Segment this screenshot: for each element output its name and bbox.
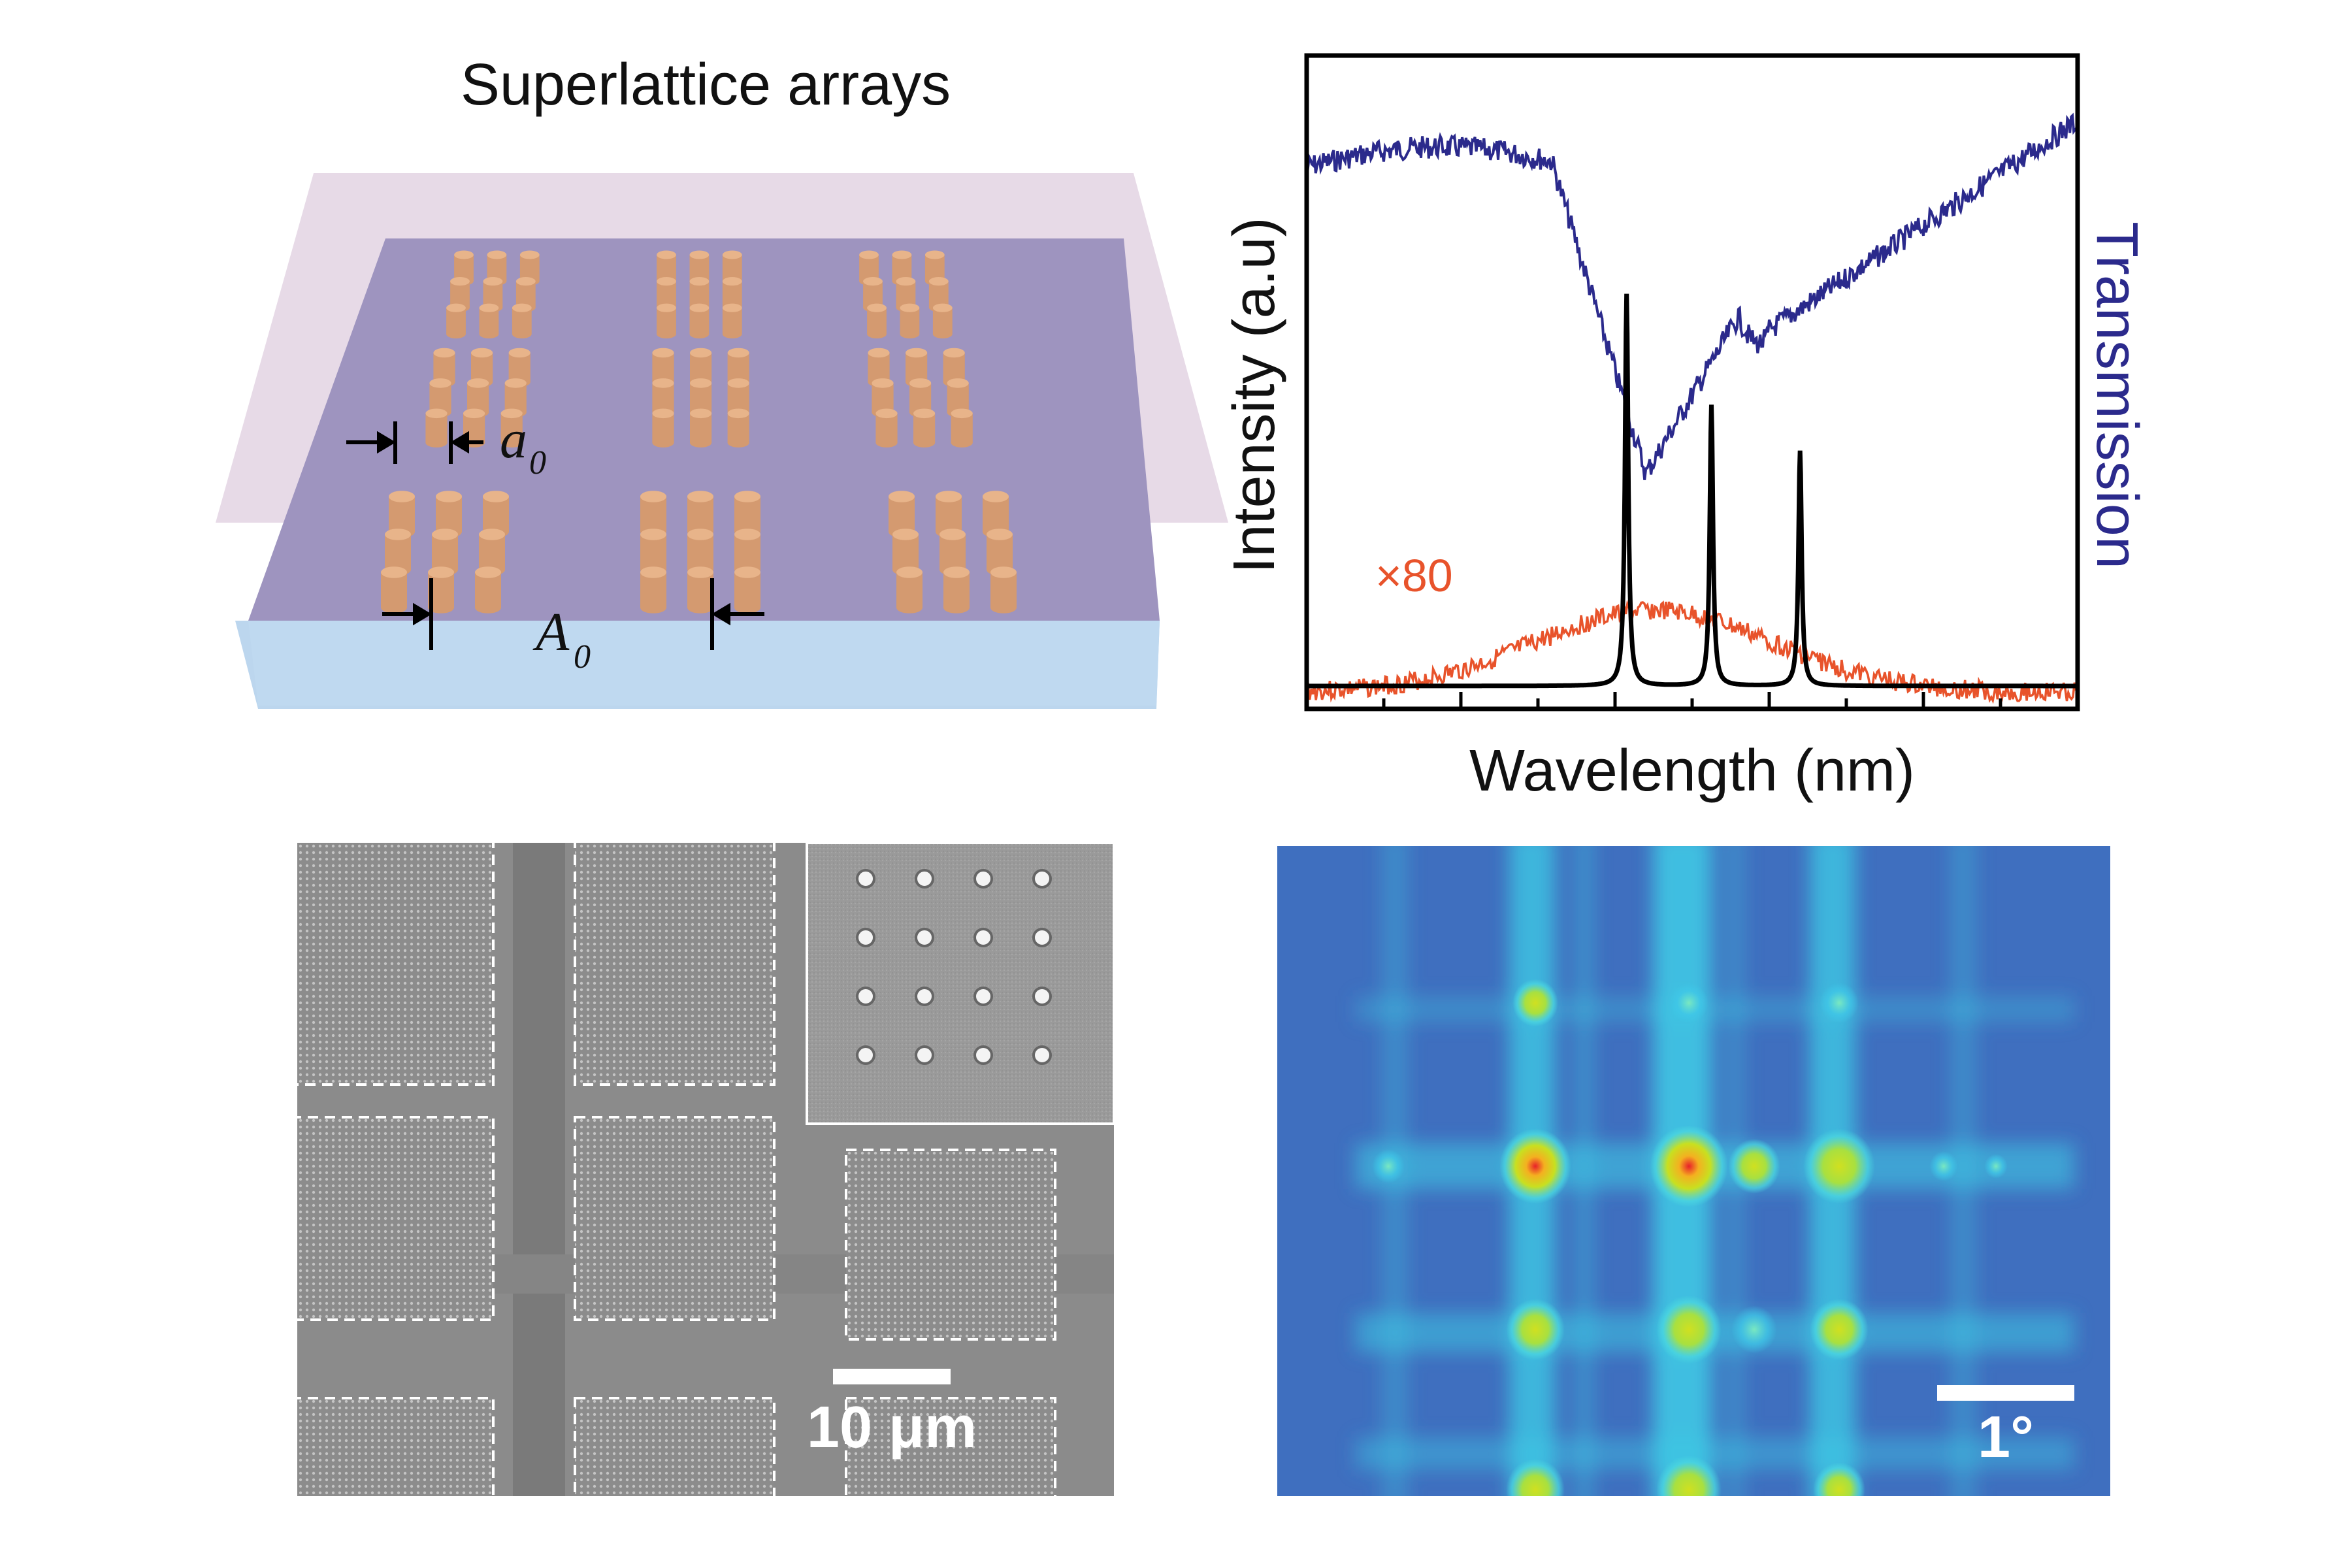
- inset-pillar: [1032, 1045, 1052, 1065]
- pillar: [690, 408, 712, 448]
- sem-array-block: [297, 843, 495, 1086]
- pillar: [727, 408, 749, 448]
- inset-pillar: [915, 1045, 934, 1065]
- pillar: [446, 303, 466, 338]
- sem-array-block: [297, 1397, 495, 1496]
- sem-array-block: [297, 1116, 495, 1321]
- sem-inset: [806, 843, 1114, 1125]
- inset-pillar: [856, 928, 875, 947]
- far-field-pattern: 1°: [1277, 846, 2110, 1496]
- spectrum-plot: Wavelength (nm) Intensity (a.u) Transmis…: [1202, 39, 2156, 823]
- sem-scale-bar: [833, 1369, 951, 1384]
- superlattice-schematic: Superlattice arrays a 0 A 0: [196, 39, 1228, 732]
- inset-pillar: [856, 1045, 875, 1065]
- sem-array-block: [574, 1116, 776, 1321]
- farfield-scale-bar: [1937, 1385, 2074, 1401]
- pillar: [381, 566, 407, 613]
- pillar: [734, 491, 760, 538]
- diffraction-spot: [1506, 1298, 1565, 1361]
- diffraction-spot: [1656, 1455, 1722, 1496]
- substrate-front: [248, 621, 1160, 706]
- sem-array-block: [845, 1397, 1056, 1496]
- pillar: [687, 566, 713, 613]
- pillar: [734, 566, 760, 613]
- inset-pillar: [1032, 928, 1052, 947]
- inset-pillar: [856, 987, 875, 1006]
- pillar: [867, 303, 887, 338]
- period-marker-a0: [346, 421, 483, 464]
- y-axis-label-left: Intensity (a.u): [1222, 217, 1287, 573]
- diffraction-spot: [1820, 982, 1859, 1024]
- diffraction-spot: [1506, 1458, 1565, 1496]
- diffraction-spot: [1656, 1295, 1722, 1364]
- pillar: [932, 303, 953, 338]
- pillar: [939, 529, 966, 576]
- schematic-title: Superlattice arrays: [461, 52, 951, 118]
- pillar: [896, 566, 923, 613]
- inset-pillar: [915, 987, 934, 1006]
- diffraction-spot: [1499, 1128, 1571, 1204]
- pillar-array: [381, 250, 1017, 613]
- pillar: [657, 303, 676, 338]
- scale-factor-annotation: ×80: [1375, 550, 1453, 601]
- transmission-series: [1305, 112, 2079, 480]
- label-A0-subscript: 0: [574, 638, 591, 676]
- inset-pillar: [973, 987, 993, 1006]
- diffraction-spot: [1731, 1305, 1777, 1354]
- far-field-streak: [1356, 996, 2074, 1022]
- label-a0: a: [500, 409, 527, 470]
- diffraction-spot: [1669, 982, 1708, 1024]
- farfield-scale-label: 1°: [1978, 1405, 2034, 1470]
- pillar: [913, 408, 936, 448]
- pillar: [990, 566, 1017, 613]
- diffraction-spot: [1803, 1128, 1875, 1204]
- diffraction-spot: [1813, 1462, 1865, 1496]
- sem-array-block: [845, 1149, 1056, 1341]
- y-axis-label-right: Transmission: [2084, 221, 2149, 569]
- spectrum-lines: [1305, 112, 2079, 704]
- inset-pillar: [1032, 987, 1052, 1006]
- sem-scale-label: 10 μm: [807, 1395, 977, 1460]
- diffraction-spot: [1810, 1298, 1869, 1361]
- pillar: [425, 408, 448, 448]
- label-A0: A: [532, 602, 570, 662]
- pillar: [640, 566, 666, 613]
- pillar: [900, 303, 920, 338]
- pillar: [450, 277, 470, 312]
- inset-pillar: [973, 1045, 993, 1065]
- pillar: [512, 303, 532, 338]
- diffraction-spot: [1650, 1125, 1728, 1207]
- pillar: [479, 303, 499, 338]
- far-field-streak: [1356, 1437, 2074, 1470]
- period-marker-A0: [382, 578, 764, 650]
- pillar: [475, 566, 501, 613]
- inset-pillar: [973, 869, 993, 889]
- diffraction-spot: [1372, 1149, 1405, 1184]
- diffraction-spot: [1984, 1154, 2008, 1179]
- inset-pillar: [973, 928, 993, 947]
- label-a0-subscript: 0: [529, 444, 546, 482]
- diffraction-spot: [1512, 979, 1558, 1027]
- sem-array-blocks: [297, 843, 1056, 1496]
- inset-pillar: [856, 869, 875, 889]
- pillar: [875, 408, 898, 448]
- diffraction-spot: [1929, 1151, 1958, 1182]
- pillar: [689, 303, 710, 338]
- pillar: [500, 408, 523, 448]
- pillar: [943, 566, 970, 613]
- x-axis-label: Wavelength (nm): [1469, 738, 1915, 804]
- sem-array-block: [574, 843, 776, 1086]
- inset-pillar: [1032, 869, 1052, 889]
- x-ticks: [1382, 692, 2002, 709]
- diffraction-spot: [1728, 1139, 1780, 1194]
- inset-pillar: [915, 869, 934, 889]
- lasing-emission-series: [1307, 293, 2078, 689]
- inset-pillar: [915, 928, 934, 947]
- sem-image: 10 μm: [297, 843, 1114, 1496]
- sem-array-block: [574, 1397, 776, 1496]
- pillar: [652, 408, 674, 448]
- broadband-emission-series: [1305, 600, 2079, 704]
- pillar: [722, 303, 742, 338]
- pillar: [951, 408, 973, 448]
